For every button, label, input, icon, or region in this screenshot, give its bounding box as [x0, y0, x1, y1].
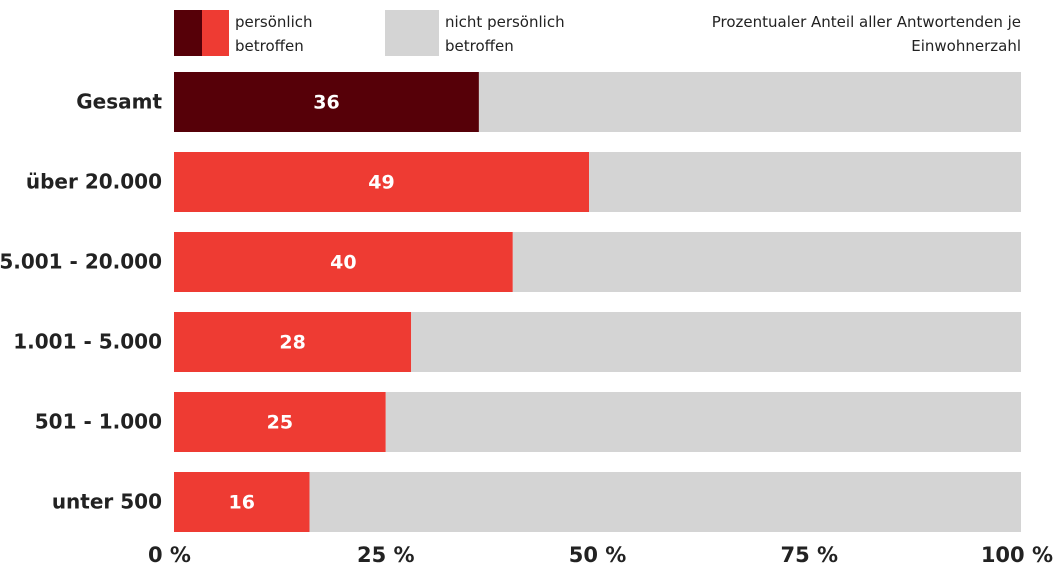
legend-swatch [202, 10, 229, 56]
data-label: 16 [229, 492, 255, 514]
annotation: Prozentualer Anteil aller Antwortenden j… [711, 13, 1021, 55]
legend-label: nicht persönlich betroffen [445, 13, 565, 55]
bar-segment [589, 152, 1021, 212]
bar-segment [174, 312, 412, 372]
y-tick-label: über 20.000 [26, 170, 162, 194]
x-tick-label: 100 % [981, 543, 1053, 567]
x-tick-label: 0 % [148, 543, 191, 567]
data-label: 25 [267, 412, 293, 434]
data-label: 28 [279, 332, 305, 354]
legend-swatch [174, 10, 202, 56]
y-tick-label: 1.001 - 5.000 [13, 330, 162, 354]
bar-segment [174, 232, 513, 292]
data-label: 49 [368, 172, 394, 194]
x-tick-label: 25 % [357, 543, 415, 567]
bar-segment [174, 152, 590, 212]
bar-segment [512, 232, 1021, 292]
y-tick-label: unter 500 [52, 490, 162, 514]
bar-segment [309, 472, 1021, 532]
x-tick-label: 75 % [780, 543, 838, 567]
legend-swatch [385, 10, 439, 56]
data-label: 40 [330, 252, 356, 274]
x-tick-label: 50 % [569, 543, 627, 567]
y-tick-label: 5.001 - 20.000 [0, 250, 162, 274]
bar-segment [174, 72, 479, 132]
data-label: 36 [313, 92, 339, 114]
bar-segment [478, 72, 1021, 132]
bar-segment [411, 312, 1021, 372]
bar-segment [174, 472, 310, 532]
legend-label: persönlich betroffen [235, 13, 313, 55]
bar-segment [174, 392, 386, 452]
y-tick-label: 501 - 1.000 [35, 410, 162, 434]
y-tick-label: Gesamt [76, 90, 162, 114]
bar-segment [385, 392, 1021, 452]
